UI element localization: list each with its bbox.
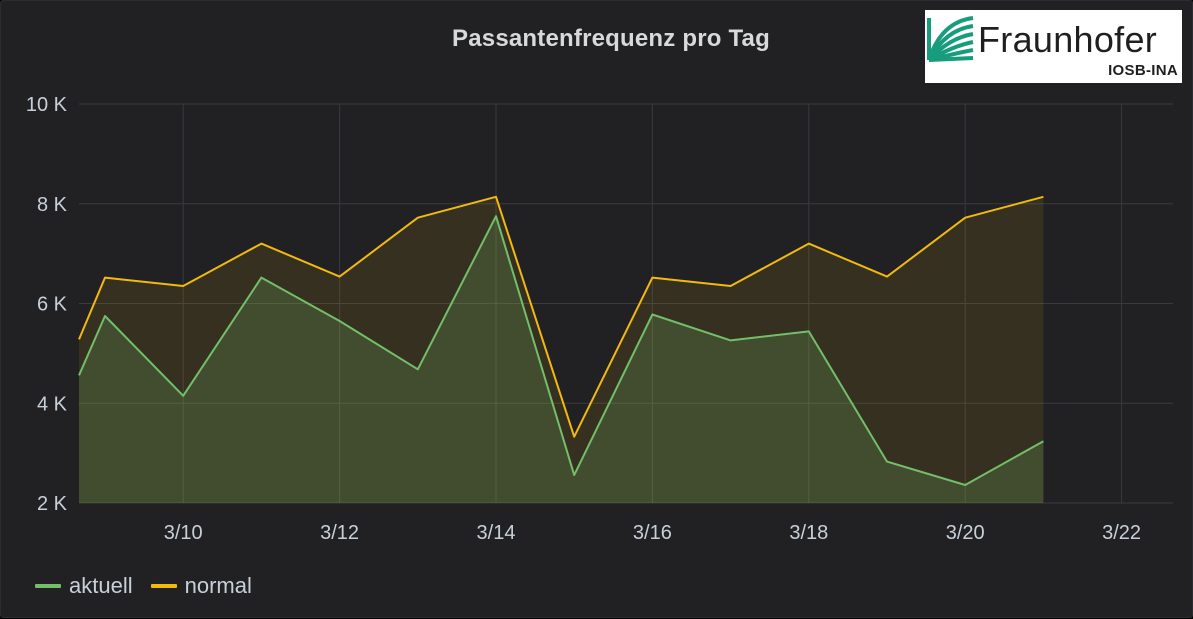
x-tick-label: 3/20 (946, 522, 985, 544)
line-normal (78, 195, 1044, 438)
area-normal (79, 196, 1044, 504)
x-tick-label: 3/10 (164, 522, 203, 544)
y-tick-labels: 2 K 4 K 6 K 8 K 10 K (26, 94, 68, 515)
fraunhofer-mark-icon (927, 14, 977, 64)
logo-word: Fraunhofer (978, 19, 1158, 60)
x-tick-label: 3/16 (633, 522, 672, 544)
y-tick-label: 6 K (37, 294, 68, 316)
chart-title: Passantenfrequenz pro Tag (452, 25, 770, 52)
legend-label-aktuell: aktuell (69, 573, 133, 598)
y-tick-label: 2 K (37, 493, 68, 515)
x-tick-label: 3/18 (789, 522, 828, 544)
line-aktuell (78, 215, 1044, 486)
series-areas (79, 196, 1044, 504)
y-tick-label: 8 K (37, 194, 68, 216)
fraunhofer-logo: Fraunhofer IOSB-INA (925, 10, 1182, 83)
legend-swatch-normal (150, 584, 177, 588)
legend-item-normal[interactable]: normal (150, 573, 252, 599)
legend-swatch-aktuell (35, 584, 61, 588)
x-tick-label: 3/14 (477, 522, 516, 544)
x-tick-label: 3/12 (320, 522, 359, 544)
area-aktuell (79, 216, 1044, 503)
y-tick-label: 10 K (26, 94, 68, 116)
grid-lines (79, 103, 1173, 504)
logo-sub: IOSB-INA (1108, 62, 1178, 79)
series-lines (78, 195, 1044, 486)
legend-label-normal: normal (184, 573, 252, 598)
legend: aktuell normal (35, 573, 252, 599)
x-tick-labels: 3/10 3/12 3/14 3/16 3/18 3/20 3/22 (164, 522, 1141, 544)
legend-item-aktuell[interactable]: aktuell (35, 573, 133, 599)
y-tick-label: 4 K (37, 393, 68, 415)
x-tick-label: 3/22 (1102, 522, 1141, 544)
